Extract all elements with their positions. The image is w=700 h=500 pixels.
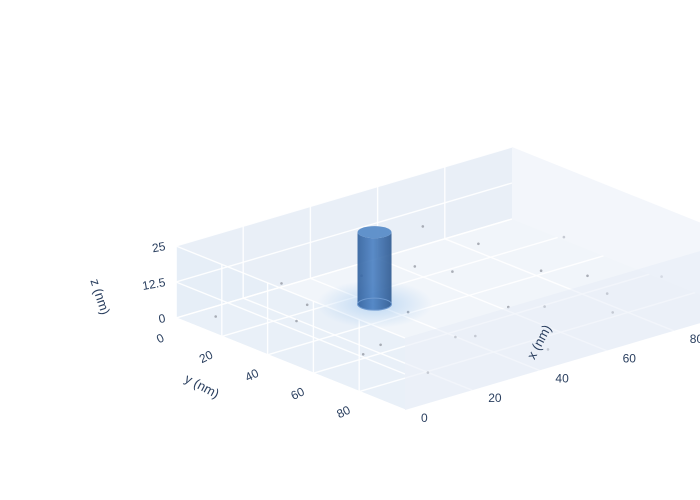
cylinder-surface: [316, 226, 433, 329]
cylinder-bottom: [357, 297, 393, 311]
scatter-point: [586, 274, 589, 278]
front-panels: [405, 147, 700, 410]
grid-line-x: [444, 238, 675, 332]
cylinder-top: [357, 226, 392, 239]
grid-line-z: [173, 182, 513, 375]
tick-labels: 0 20 40 60 80 0 20 40 60 80 0 12.5 25: [141, 239, 700, 425]
z-tick-label: 0: [158, 311, 167, 326]
y-axis-title: y (nm): [182, 371, 222, 402]
x-tick-label: 20: [488, 391, 502, 405]
grid-line-y: [267, 255, 604, 356]
y-tick-label: 60: [289, 384, 307, 403]
scatter-point: [305, 303, 309, 307]
scatter-point: [546, 348, 550, 351]
scatter-point: [562, 235, 566, 239]
scatter-point: [539, 269, 543, 273]
grid-line-y: [313, 273, 650, 374]
scatter-point: [543, 305, 546, 308]
scatter-point: [426, 371, 430, 374]
y-tick-label: 80: [334, 403, 352, 422]
scatter-point: [451, 270, 454, 273]
x-tick-label: 0: [421, 411, 428, 425]
scatter-point: [474, 334, 477, 338]
z-tick-label: 25: [151, 239, 167, 255]
x-tick-label: 80: [690, 332, 700, 346]
front-wall-x: [512, 147, 700, 295]
cylinder-body: [357, 232, 392, 311]
y-tick-label: 20: [197, 347, 215, 366]
z-tick-label: 12.5: [141, 275, 167, 293]
grid-line-y: [359, 291, 696, 393]
grid-line-x: [377, 257, 607, 352]
scatter-point: [413, 265, 417, 268]
grid-lines: [173, 146, 696, 411]
scatter-point: [611, 311, 614, 314]
y-tick-label: 40: [243, 366, 261, 385]
scatter-point: [295, 319, 298, 323]
y-tick-label: 0: [154, 331, 166, 347]
grid-line-z: [173, 218, 513, 411]
scatter-point: [421, 225, 425, 228]
scatter-point: [507, 305, 510, 309]
x-tick-label: 60: [623, 352, 637, 366]
scatter-point: [280, 282, 283, 285]
grid-line-x: [242, 297, 473, 391]
scatter-point: [379, 343, 382, 347]
scatter-point: [477, 242, 480, 246]
scatter-point: [454, 335, 457, 339]
x-tick-label: 40: [555, 371, 569, 385]
scatter-point: [361, 353, 365, 356]
front-wall-y: [405, 251, 700, 410]
scatter-point: [605, 292, 609, 295]
z-axis-title: z (nm): [87, 277, 113, 317]
scatter-point: [214, 315, 217, 318]
scatter-point: [660, 275, 663, 278]
